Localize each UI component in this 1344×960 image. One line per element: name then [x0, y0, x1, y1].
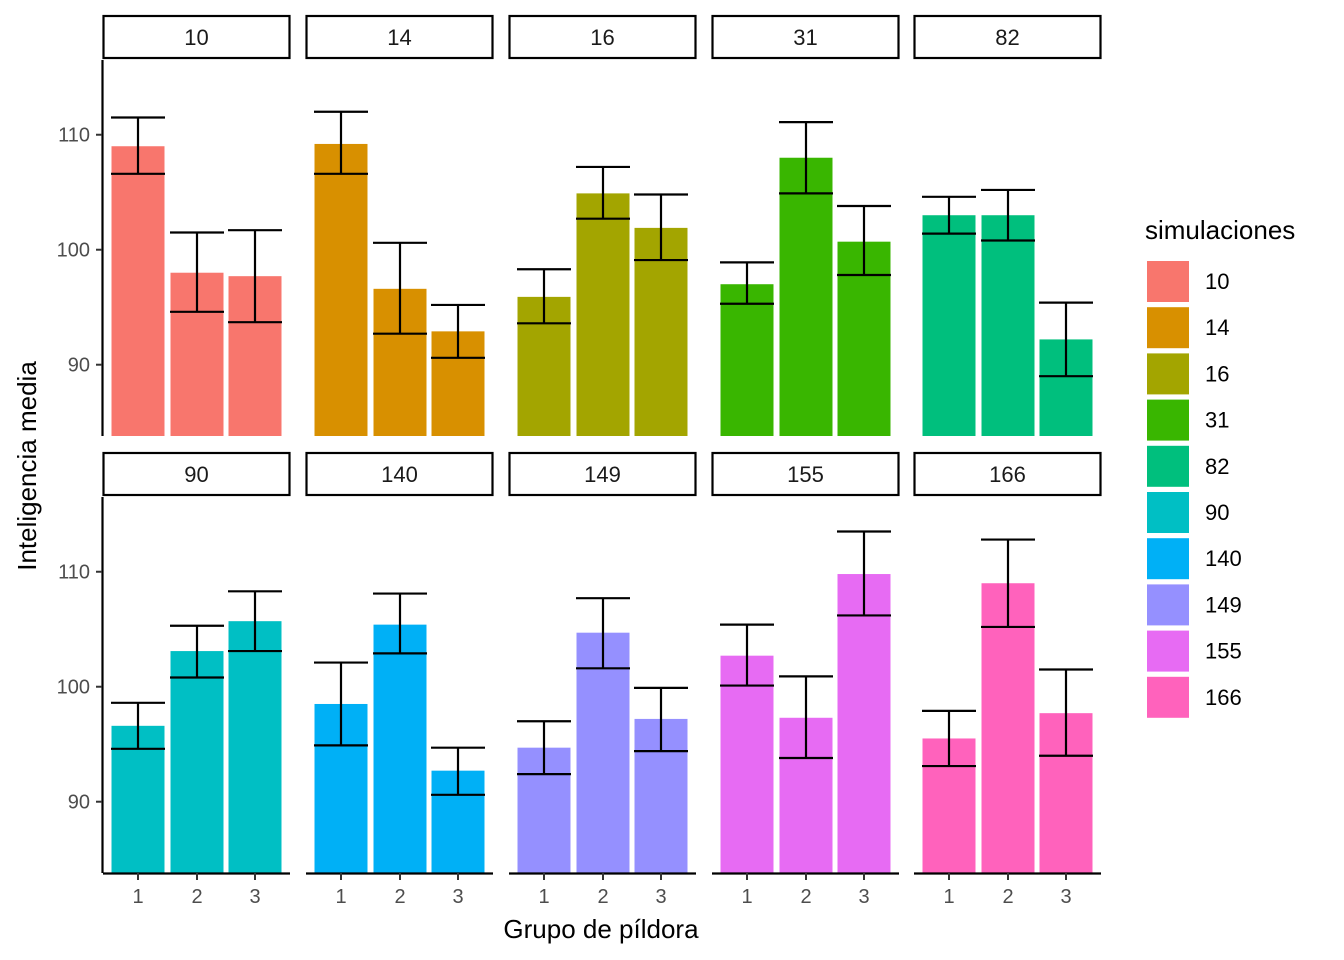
bar — [981, 583, 1035, 873]
legend-label: 166 — [1205, 685, 1242, 710]
y-tick-label: 90 — [68, 355, 90, 377]
x-tick-label: 2 — [394, 886, 405, 908]
facet-strip — [508, 14, 697, 60]
legend-key-140 — [1147, 538, 1189, 580]
facet-strip-label: 31 — [793, 25, 817, 50]
facet-strip-label: 140 — [381, 462, 418, 487]
legend-label: 10 — [1205, 269, 1229, 294]
legend: 10 14 16 31 82 90 140 149 155 166 — [1147, 261, 1242, 718]
legend-key-14 — [1147, 307, 1189, 349]
bar — [720, 655, 774, 873]
facet-strip — [305, 14, 494, 60]
facet-panel-140: 140 — [305, 451, 494, 873]
legend-key-10 — [1147, 261, 1189, 302]
facet-panel-31: 31 — [711, 14, 900, 436]
legend-key-149 — [1147, 584, 1189, 626]
facet-strip-label: 82 — [995, 25, 1019, 50]
facet-strip-label: 14 — [387, 25, 411, 50]
x-tick-label: 2 — [597, 886, 608, 908]
legend-key-155 — [1147, 630, 1189, 672]
facet-strip — [711, 451, 900, 497]
legend-label: 149 — [1205, 592, 1242, 617]
facet-panel-16: 16 — [508, 14, 697, 436]
x-tick-label: 1 — [943, 886, 954, 908]
legend-key-82 — [1147, 445, 1189, 487]
y-tick-label: 110 — [58, 125, 90, 147]
legend-label: 16 — [1205, 361, 1229, 386]
y-tick-label: 100 — [57, 240, 90, 262]
bar — [981, 215, 1035, 436]
bar — [228, 621, 282, 873]
x-tick-label: 1 — [132, 886, 143, 908]
x-tick-label: 2 — [1002, 886, 1013, 908]
facet-strip-label: 10 — [184, 25, 208, 50]
x-axis-title: Grupo de píldora — [503, 914, 699, 944]
y-axis-title: Inteligencia media — [12, 361, 42, 571]
y-tick-label: 110 — [58, 562, 90, 584]
y-tick-label: 90 — [68, 792, 90, 814]
facet-strip — [913, 14, 1102, 60]
facet-strip — [913, 451, 1102, 497]
legend-label: 82 — [1205, 454, 1229, 479]
facet-panels: 10 14 16 31 82 90 140 149 155 166 — [102, 14, 1102, 873]
legend-label: 31 — [1205, 408, 1229, 433]
facet-strip — [102, 451, 291, 497]
x-tick-label: 1 — [741, 886, 752, 908]
x-tick-label: 2 — [800, 886, 811, 908]
facet-panel-14: 14 — [305, 14, 494, 436]
legend-label: 155 — [1205, 639, 1242, 664]
facet-strip-label: 166 — [989, 462, 1026, 487]
bar — [314, 143, 368, 436]
facet-panel-155: 155 — [711, 451, 900, 873]
facet-strip-label: 155 — [787, 462, 824, 487]
x-tick-label: 1 — [335, 886, 346, 908]
bar — [779, 157, 833, 436]
x-tick-label: 3 — [858, 886, 869, 908]
x-tick-label: 3 — [452, 886, 463, 908]
facet-panel-82: 82 — [913, 14, 1102, 436]
x-tick-label: 3 — [655, 886, 666, 908]
legend-label: 14 — [1205, 315, 1229, 340]
bar — [576, 632, 630, 873]
bar — [922, 215, 976, 436]
facet-strip-label: 16 — [590, 25, 614, 50]
bar — [111, 146, 165, 436]
facet-strip-label: 149 — [584, 462, 621, 487]
facet-strip — [508, 451, 697, 497]
x-tick-label: 2 — [191, 886, 202, 908]
legend-key-16 — [1147, 353, 1189, 395]
bar — [720, 284, 774, 436]
legend-key-90 — [1147, 492, 1189, 533]
facet-panel-10: 10 — [102, 14, 291, 436]
legend-key-31 — [1147, 399, 1189, 441]
facet-strip — [305, 451, 494, 497]
facet-strip-label: 90 — [184, 462, 208, 487]
x-tick-label: 3 — [1060, 886, 1071, 908]
axes: 1 2 3 1 2 3 1 2 3 1 2 3 1 2 3 90 100 110 90 100 110 — [57, 60, 1101, 908]
legend-key-166 — [1147, 676, 1189, 718]
bar — [837, 574, 891, 873]
facet-panel-149: 149 — [508, 451, 697, 873]
bar — [634, 227, 688, 436]
facet-panel-90: 90 — [102, 451, 291, 873]
x-tick-label: 1 — [538, 886, 549, 908]
legend-label: 140 — [1205, 546, 1242, 571]
bar — [170, 651, 224, 873]
facet-panel-166: 166 — [913, 451, 1102, 873]
bar — [576, 193, 630, 436]
facet-strip — [102, 14, 291, 60]
y-tick-label: 100 — [57, 677, 90, 699]
legend-label: 90 — [1205, 500, 1229, 525]
legend-title: simulaciones — [1145, 215, 1295, 245]
bar — [111, 725, 165, 873]
x-tick-label: 3 — [249, 886, 260, 908]
facet-strip — [711, 14, 900, 60]
bar — [373, 624, 427, 873]
